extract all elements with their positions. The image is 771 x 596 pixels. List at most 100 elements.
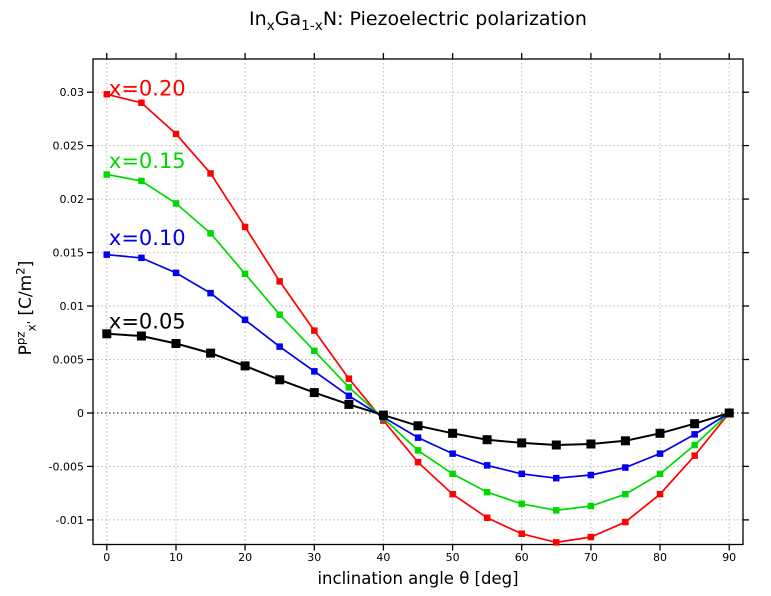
curve-label: x=0.10 (109, 226, 186, 250)
chart-title: InxGa1-xN: Piezoelectric polarization (93, 8, 743, 34)
curve-label: x=0.15 (109, 149, 186, 173)
label-text: P (16, 345, 37, 356)
x-axis-label: inclination angle θ [deg] (317, 569, 519, 588)
series-marker (622, 518, 629, 526)
series-marker (240, 361, 250, 371)
series-marker (206, 348, 216, 358)
series-marker (482, 435, 492, 445)
series-marker (587, 471, 595, 479)
series-line-x010 (106, 253, 730, 480)
x-tick-label: 80 (653, 551, 667, 564)
series-marker (656, 450, 664, 457)
y-tick-label: 0.025 (53, 140, 85, 153)
series-marker (413, 421, 423, 431)
x-tick-label: 10 (169, 551, 183, 564)
y-tick-label: 0.015 (53, 247, 85, 260)
series-marker (622, 490, 629, 498)
series-marker (102, 329, 112, 339)
y-tick-label: -0.01 (56, 514, 84, 527)
series-marker (103, 251, 110, 258)
series-marker (207, 230, 214, 237)
series-marker (449, 470, 456, 478)
label-text: ] (16, 260, 37, 268)
x-tick-label: 30 (307, 551, 321, 564)
series-marker (517, 438, 527, 448)
series-marker (691, 441, 698, 449)
series-marker (622, 464, 629, 471)
series-marker (483, 488, 491, 496)
x-tick-label: 20 (238, 551, 252, 564)
y-tick-label: 0 (77, 407, 84, 420)
series-marker (655, 428, 665, 438)
series-marker (448, 428, 458, 438)
x-tick-label: 60 (515, 551, 529, 564)
label-text: N: Piezoelectric polarization (322, 8, 587, 30)
series-marker (241, 270, 249, 278)
label-text: In (249, 8, 267, 30)
series-marker (414, 434, 422, 441)
y-axis-label: Ppzx' [C/m2] (13, 261, 38, 356)
series-marker (241, 316, 249, 324)
x-tick-label: 40 (376, 551, 390, 564)
series-marker (724, 408, 734, 418)
curve-label: x=0.05 (109, 310, 186, 334)
series-marker (275, 375, 285, 385)
series-marker (345, 375, 353, 382)
subscript-text: x (266, 17, 275, 34)
series-marker (691, 452, 698, 459)
series-marker (620, 436, 630, 446)
series-marker (172, 200, 180, 207)
x-tick-label: 90 (722, 551, 736, 564)
x-tick-label: 0 (103, 551, 110, 564)
superscript-text: 2 (13, 267, 28, 275)
series-marker (207, 289, 214, 297)
series-marker (103, 91, 110, 98)
series-marker (414, 447, 422, 454)
series-marker (483, 514, 491, 521)
series-marker (345, 384, 353, 391)
y-tick-label: -0.005 (49, 460, 84, 473)
plot-frame (92, 58, 744, 546)
y-tick-label: 0.005 (53, 354, 85, 367)
series-marker (690, 419, 700, 429)
series-marker (551, 440, 561, 450)
series-marker (518, 500, 525, 508)
series-marker (449, 450, 456, 457)
series-marker (414, 458, 422, 466)
series-marker (276, 343, 283, 350)
series-marker (656, 470, 664, 478)
series-marker (103, 171, 110, 178)
label-text: Ga (274, 8, 302, 30)
series-marker (311, 327, 318, 334)
series-marker (138, 177, 145, 185)
series-marker (311, 347, 318, 355)
subscript-text: x' (24, 321, 39, 332)
series-marker (449, 490, 456, 498)
series-marker (276, 278, 283, 285)
superscript-text: pz (13, 331, 28, 346)
series-marker (518, 470, 525, 478)
x-tick-label: 70 (584, 551, 598, 564)
series-marker (309, 388, 319, 398)
series-marker (138, 99, 145, 106)
y-tick-label: 0.02 (60, 193, 85, 206)
series-marker (171, 339, 181, 348)
series-marker (587, 502, 595, 510)
series-marker (553, 507, 560, 514)
y-tick-label: 0.03 (60, 86, 85, 99)
label-text: [C/m (16, 274, 37, 322)
series-marker (553, 474, 560, 482)
series-marker (518, 530, 525, 537)
series-marker (311, 368, 318, 375)
series-marker (345, 392, 353, 400)
series-marker (344, 399, 354, 409)
curve-label: x=0.20 (109, 76, 186, 100)
series-marker (587, 533, 595, 541)
series-marker (276, 311, 283, 318)
series-marker (586, 439, 596, 449)
series-marker (553, 539, 560, 546)
series-marker (656, 490, 664, 498)
y-tick-label: 0.01 (60, 300, 85, 313)
series-marker (691, 431, 698, 438)
